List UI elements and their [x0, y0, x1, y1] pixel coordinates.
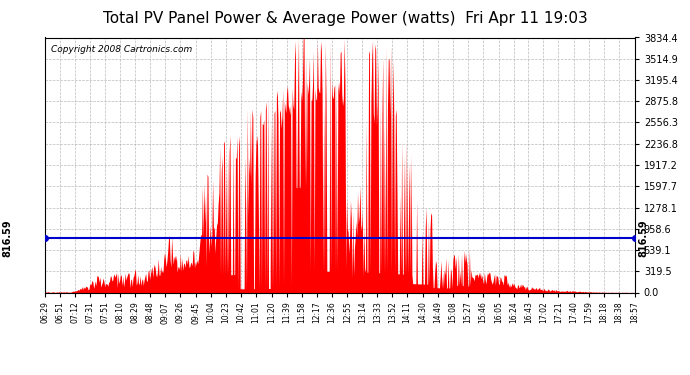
Text: Copyright 2008 Cartronics.com: Copyright 2008 Cartronics.com: [51, 45, 192, 54]
Text: Total PV Panel Power & Average Power (watts)  Fri Apr 11 19:03: Total PV Panel Power & Average Power (wa…: [103, 11, 587, 26]
Text: 816.59: 816.59: [2, 219, 12, 257]
Text: 816.59: 816.59: [638, 219, 648, 257]
